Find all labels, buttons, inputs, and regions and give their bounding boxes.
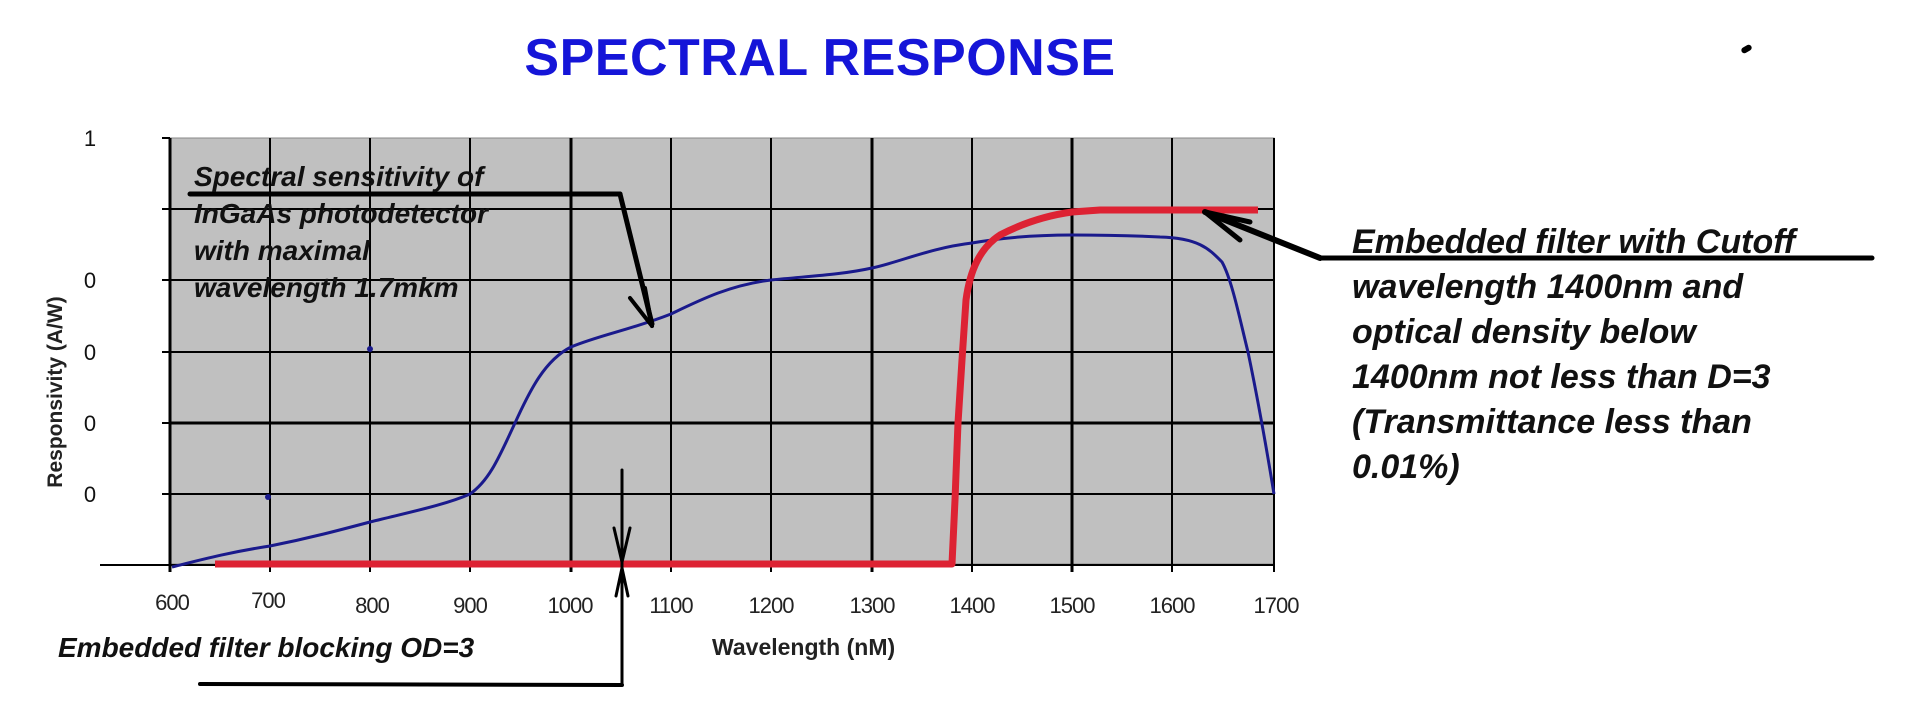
- y-axis-label: Responsivity (A/W): [44, 296, 67, 488]
- x-tick-label: 900: [453, 593, 488, 618]
- x-tick-label: 1500: [1049, 593, 1096, 618]
- x-tick-label: 1100: [649, 593, 693, 618]
- cutoff-annotation-line: 0.01%): [1352, 448, 1460, 486]
- cutoff-annotation-line: (Transmittance less than: [1352, 403, 1752, 441]
- blocking-annotation-arrow: [198, 468, 632, 687]
- x-tick-label: 800: [355, 593, 390, 618]
- cutoff-annotation-line: optical density below: [1352, 313, 1696, 351]
- cutoff-annotation-line: Embedded filter with Cutoff: [1352, 223, 1796, 261]
- detector-annotation-line: InGaAs photodetector: [194, 198, 489, 229]
- x-axis-label: Wavelength (nM): [712, 634, 896, 660]
- detector-annotation-line: with maximal: [194, 235, 370, 266]
- y-tick-label: 0: [83, 268, 97, 293]
- y-tick-label: 0: [83, 482, 97, 507]
- stray-data-point: [367, 346, 373, 352]
- x-tick-label: 1700: [1253, 593, 1300, 618]
- blocking-annotation: Embedded filter blocking OD=3: [58, 632, 475, 663]
- filter-transmission-curve: [215, 206, 1258, 568]
- x-tick-label: 600: [155, 590, 190, 615]
- y-tick-label: 1: [83, 126, 97, 151]
- cutoff-annotation-line: 1400nm not less than D=3: [1352, 358, 1771, 396]
- y-tick-label: 0: [83, 340, 97, 365]
- x-tick-label: 1600: [1149, 593, 1196, 618]
- cutoff-annotation: Embedded filter with Cutoff wavelength 1…: [1352, 220, 1912, 490]
- vertical-gridlines: [168, 138, 1275, 572]
- cutoff-annotation-arrow: [1202, 209, 1875, 261]
- x-tick-label: 1200: [748, 593, 795, 618]
- detector-annotation-arrow: [187, 191, 655, 328]
- stray-data-point: [265, 494, 271, 500]
- detector-response-curve: [171, 233, 1276, 569]
- chart-title: SPECTRAL RESPONSE: [524, 29, 1116, 87]
- detector-annotation-line: Spectral sensitivity of: [194, 161, 484, 192]
- y-tick-label: 0: [83, 411, 97, 436]
- x-tick-label: 1300: [849, 593, 896, 618]
- x-tick-label: 1000: [547, 593, 594, 618]
- detector-annotation: Spectral sensitivity of InGaAs photodete…: [194, 158, 574, 306]
- cutoff-annotation-line: wavelength 1400nm and: [1352, 268, 1744, 306]
- x-tick-label: 700: [251, 588, 286, 613]
- x-tick-label: 1400: [949, 593, 996, 618]
- detector-annotation-line: wavelength 1.7mkm: [194, 272, 459, 303]
